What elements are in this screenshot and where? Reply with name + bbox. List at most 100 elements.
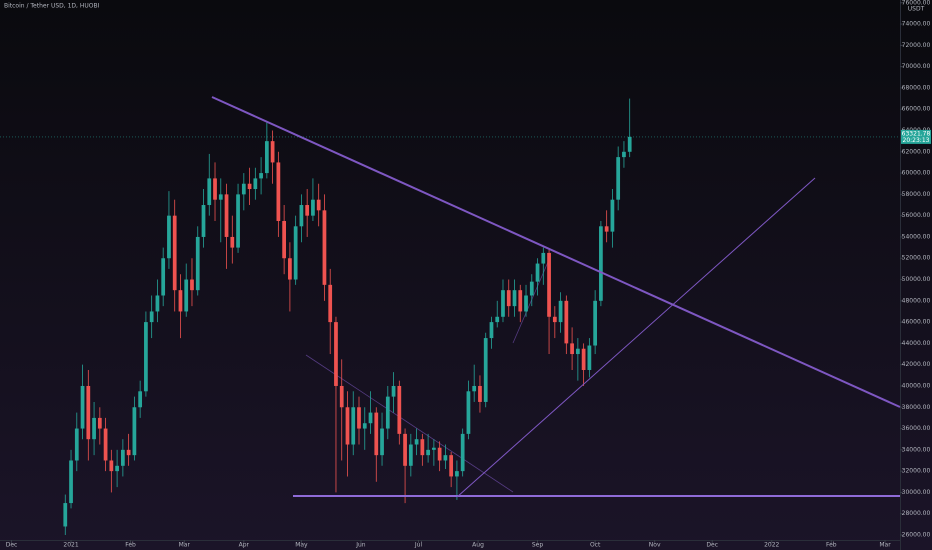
candle-body (547, 252, 551, 317)
candle-body (541, 252, 546, 264)
candle-body (512, 290, 517, 307)
candle-body (224, 194, 229, 237)
trendline (512, 261, 549, 344)
candle-body (599, 226, 603, 301)
candle-body (524, 295, 528, 312)
y-tick-label: 60000.00 (902, 170, 931, 177)
candle-body (276, 162, 281, 221)
candle-body (282, 220, 287, 259)
y-tick-label: 62000.00 (902, 148, 931, 155)
y-tick-label: 48000.00 (902, 297, 931, 304)
x-tick-label: Mar (179, 542, 191, 549)
candle-body (236, 194, 240, 248)
x-tick-label: Nov (649, 542, 661, 549)
candle-body (518, 290, 523, 312)
candle-body (506, 290, 511, 307)
candle-body (80, 385, 85, 429)
candle-body (362, 423, 367, 429)
x-tick-label: Feb (826, 542, 837, 549)
y-tick-label: 76000.00 (902, 0, 931, 6)
last-price-label: 63321.78 (902, 130, 931, 137)
candle-body (351, 407, 356, 445)
candle-body (339, 385, 344, 408)
x-tick-label: Dec (6, 542, 18, 549)
x-tick-label: Mar (879, 542, 891, 549)
candle-body (535, 263, 540, 282)
candle-body (201, 205, 206, 237)
candle-body (622, 151, 626, 158)
candle-body (570, 343, 574, 355)
candle-body (483, 338, 488, 402)
candle-body (259, 173, 263, 179)
candle-body (593, 300, 598, 346)
y-tick-label: 74000.00 (902, 21, 931, 28)
candle-body (558, 300, 563, 323)
y-tick-label: 46000.00 (902, 319, 931, 326)
candle-body (426, 449, 430, 456)
candle-body (501, 290, 505, 317)
candle-body (316, 199, 321, 211)
candle-body (466, 391, 471, 434)
y-tick-label: 26000.00 (902, 531, 931, 538)
candle-body (230, 236, 235, 248)
y-tick-label: 34000.00 (902, 446, 931, 453)
candle-body (103, 428, 108, 461)
candle-body (299, 205, 304, 227)
candle-body (368, 412, 373, 424)
x-tick-label: Oct (590, 542, 601, 549)
x-tick-label: Dec (706, 542, 718, 549)
x-tick-label: 2022 (764, 542, 779, 549)
x-tick-label: Sep (532, 542, 544, 549)
candle-body (432, 447, 436, 450)
candle-body (293, 226, 298, 280)
candle-body (391, 385, 396, 397)
candle-body (86, 385, 91, 440)
candle-body (97, 417, 102, 429)
y-tick-label: 42000.00 (902, 361, 931, 368)
candle-body (478, 385, 482, 402)
candle-body (397, 385, 402, 434)
candle-body (529, 281, 534, 296)
y-unit: USDT (908, 6, 925, 13)
y-tick-label: 68000.00 (902, 84, 931, 91)
candle-body (109, 460, 114, 472)
candle-body (403, 433, 407, 466)
candles (63, 98, 632, 535)
candle-body (132, 407, 137, 456)
x-tick-label: May (295, 542, 308, 549)
candle-body (345, 407, 350, 445)
candle-body (218, 194, 223, 200)
y-tick-label: 38000.00 (902, 404, 931, 411)
candle-body (443, 455, 448, 461)
candle-body (380, 428, 384, 456)
candle-body (408, 444, 413, 466)
y-tick-label: 54000.00 (902, 233, 931, 240)
y-tick-label: 66000.00 (902, 106, 931, 113)
trendlines-top (211, 96, 901, 498)
candle-body (616, 157, 621, 200)
descending-trendline (211, 96, 901, 408)
candle-body (207, 178, 212, 206)
candle-body (247, 183, 252, 190)
y-tick-label: 32000.00 (902, 468, 931, 475)
candle-body (253, 178, 258, 190)
candle-body (74, 428, 79, 461)
candle-body (288, 258, 292, 280)
candle-body (241, 183, 246, 195)
candle-body (178, 290, 183, 312)
x-tick-label: Feb (125, 542, 136, 549)
trendline (305, 354, 514, 493)
candle-body (495, 316, 500, 323)
candle-body (63, 503, 68, 527)
candle-body (167, 215, 171, 259)
candle-body (374, 412, 379, 456)
candle-body (115, 465, 119, 472)
y-tick-label: 52000.00 (902, 255, 931, 262)
candle-body (155, 295, 160, 312)
candle-body (149, 311, 154, 323)
candle-body (455, 471, 459, 477)
chart-title: Bitcoin / Tether USD, 1D, HUOBI (4, 3, 100, 10)
candle-body (489, 322, 494, 339)
candle-body (322, 210, 327, 285)
